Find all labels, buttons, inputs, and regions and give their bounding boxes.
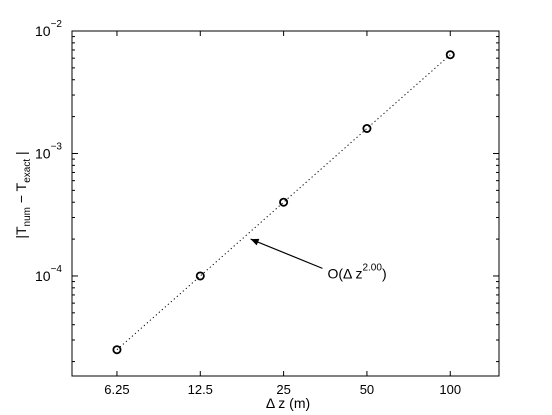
x-tick-label: 6.25 [104, 382, 129, 397]
data-point [195, 271, 205, 281]
plot-area [71, 30, 500, 377]
y-tick-label: 10−4 [35, 264, 62, 284]
y-ticks: 10−4 10−3 10−2 [35, 19, 499, 363]
annotation-arrow-line [250, 238, 323, 269]
x-tick-label: 100 [439, 382, 461, 397]
data-point [445, 50, 455, 60]
order-annotation: O(Δ z2.00) [250, 238, 387, 281]
annotation-label: O(Δ z2.00) [327, 262, 386, 281]
x-ticks: 6.25 12.5 25 50 100 [104, 31, 461, 397]
y-tick-label: 10−3 [35, 141, 62, 161]
x-axis-label: Δ z (m) [266, 395, 310, 411]
data-point [362, 123, 372, 133]
y-tick-label: 10−2 [35, 19, 62, 39]
y-axis-label: |Tnum − Texact | [13, 151, 33, 238]
x-tick-label: 50 [360, 382, 374, 397]
x-tick-label: 25 [276, 382, 290, 397]
data-markers [112, 50, 455, 355]
x-tick-label: 12.5 [188, 382, 213, 397]
data-point [112, 345, 122, 355]
annotation-arrowhead [250, 238, 260, 246]
data-point [279, 197, 289, 207]
